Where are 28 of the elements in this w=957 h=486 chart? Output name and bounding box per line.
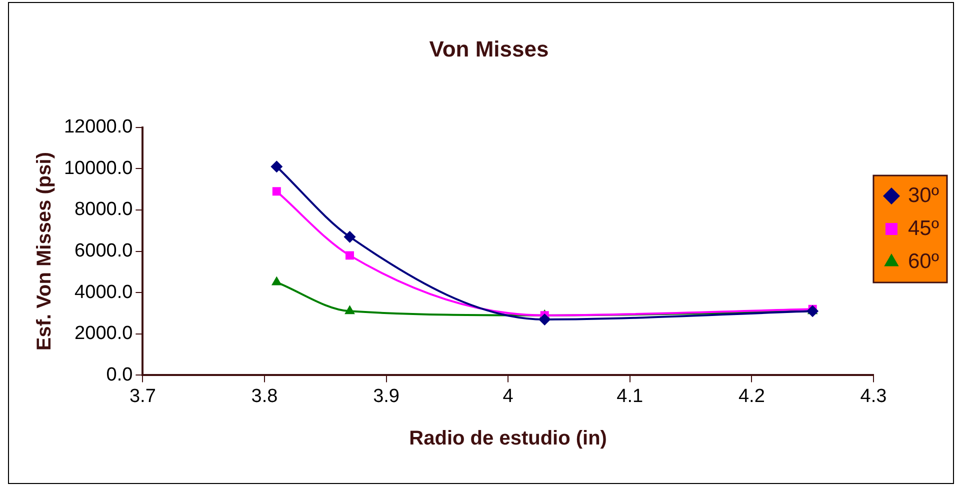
point bbox=[344, 305, 355, 314]
point bbox=[538, 313, 551, 326]
y-tick-label: 10000.0 bbox=[64, 158, 133, 179]
x-axis-title: Radio de estudio (in) bbox=[409, 428, 607, 450]
y-tick-label: 12000.0 bbox=[64, 116, 133, 138]
point bbox=[345, 251, 354, 260]
y-tick-label: 2000.0 bbox=[74, 323, 133, 344]
y-tick-label: 0.0 bbox=[106, 364, 133, 386]
x-tick-label: 4.2 bbox=[738, 386, 765, 407]
point bbox=[344, 230, 356, 243]
legend-label: 45º bbox=[908, 216, 940, 240]
point bbox=[271, 276, 282, 286]
legend-label: 60º bbox=[908, 250, 940, 273]
x-tick-label: 3.8 bbox=[251, 386, 278, 407]
y-tick-label: 6000.0 bbox=[74, 240, 133, 262]
x-tick-label: 4.3 bbox=[860, 386, 887, 407]
chart-title: Von Misses bbox=[429, 36, 549, 62]
x-tick-label: 4.1 bbox=[616, 386, 644, 407]
point bbox=[806, 305, 819, 318]
point bbox=[270, 160, 283, 173]
y-tick-label: 8000.0 bbox=[74, 199, 133, 220]
x-tick-label: 3.9 bbox=[373, 386, 400, 407]
legend-label: 30º bbox=[908, 184, 940, 207]
y-axis-title: Esf. Von Misses (psi) bbox=[34, 152, 56, 351]
point bbox=[272, 187, 281, 196]
x-tick-label: 3.7 bbox=[129, 386, 156, 407]
x-tick-label: 4 bbox=[502, 386, 514, 407]
y-tick-label: 4000.0 bbox=[74, 282, 133, 303]
